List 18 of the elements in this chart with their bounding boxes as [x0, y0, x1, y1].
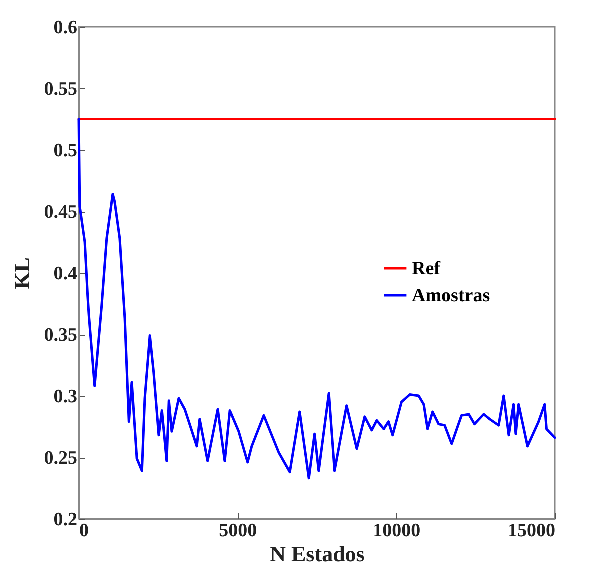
y-tick-label: 0.45 [44, 202, 78, 223]
x-axis-title: N Estados [270, 542, 366, 566]
line-series [78, 118, 556, 480]
legend-label: Amostras [412, 286, 490, 306]
y-tick-label: 0.25 [44, 448, 78, 469]
legend-label: Ref [412, 258, 442, 280]
y-tick-label: 0.35 [44, 325, 78, 346]
y-tick-label: 0.55 [44, 79, 78, 100]
y-tick-label: 0.5 [54, 140, 78, 162]
y-tick-label: 0.2 [54, 510, 78, 530]
x-tick-label: 5000 [219, 520, 258, 542]
y-tick-label: 0.6 [54, 18, 78, 38]
x-tick-label: 10000 [373, 520, 421, 542]
x-tick-label: 15000 [508, 520, 556, 542]
x-tick-label: 0 [80, 520, 89, 542]
y-tick-label: 0.4 [54, 264, 78, 284]
y-tick-label: 0.3 [54, 386, 78, 408]
y-axis-title: KL [9, 258, 34, 290]
